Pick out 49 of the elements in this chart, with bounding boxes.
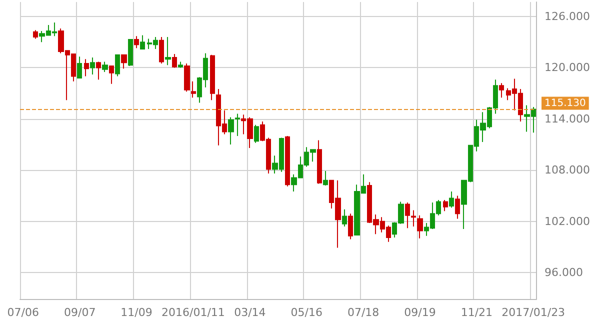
x-tick-label: 07/06 xyxy=(7,306,39,319)
candlestick xyxy=(210,54,215,101)
candlestick xyxy=(96,61,101,80)
x-tick-label: 05/16 xyxy=(290,306,322,319)
x-tick-label: 07/18 xyxy=(347,306,380,319)
candlestick xyxy=(121,54,127,70)
candlestick xyxy=(499,82,504,98)
candlestick xyxy=(323,170,328,186)
candlestick xyxy=(235,113,240,136)
x-tick-label: 2017/01/23 xyxy=(502,306,566,319)
x-tick-label: 11/09 xyxy=(120,306,152,319)
candlestick xyxy=(348,213,353,240)
y-tick-label: 102.000 xyxy=(544,214,590,228)
candlestick xyxy=(317,140,322,184)
candlestick xyxy=(128,39,133,67)
y-tick-label: 96.000 xyxy=(544,266,584,280)
candlestick xyxy=(134,36,139,49)
y-tick-label: 108.000 xyxy=(544,164,590,177)
candlestick xyxy=(172,54,177,68)
x-tick-label: 03/14 xyxy=(234,306,266,319)
candlestick xyxy=(77,56,82,78)
candlestick xyxy=(165,36,171,66)
candlestick xyxy=(449,190,454,208)
x-tick-label: 11/21 xyxy=(460,306,493,319)
candlestick xyxy=(84,58,89,77)
candlestick xyxy=(228,116,234,146)
candlestick xyxy=(115,54,120,77)
candlestick xyxy=(417,214,423,239)
candlestick xyxy=(33,30,38,40)
y-tick-label: 120.000 xyxy=(544,61,590,74)
candlestick xyxy=(254,124,259,144)
candlestick xyxy=(109,66,114,84)
x-tick-label: 09/07 xyxy=(64,306,96,319)
candlestick xyxy=(184,62,190,92)
candlestick xyxy=(285,135,290,187)
x-tick-label: 09/19 xyxy=(404,306,436,319)
candlestick xyxy=(443,200,448,212)
y-tick-label: 114.000 xyxy=(544,112,590,126)
candlestick xyxy=(342,208,347,227)
candlestick xyxy=(178,61,183,68)
candlestick xyxy=(102,61,108,72)
candlestick xyxy=(90,56,95,76)
candlestick xyxy=(140,34,145,50)
y-tick-label: 126.000 xyxy=(544,10,590,24)
ref-line-label: 115.130 xyxy=(544,98,586,109)
x-tick-label: 2016/01/11 xyxy=(162,306,225,319)
candlestick xyxy=(455,195,460,220)
candlestick xyxy=(191,80,196,98)
candlestick xyxy=(159,36,164,64)
